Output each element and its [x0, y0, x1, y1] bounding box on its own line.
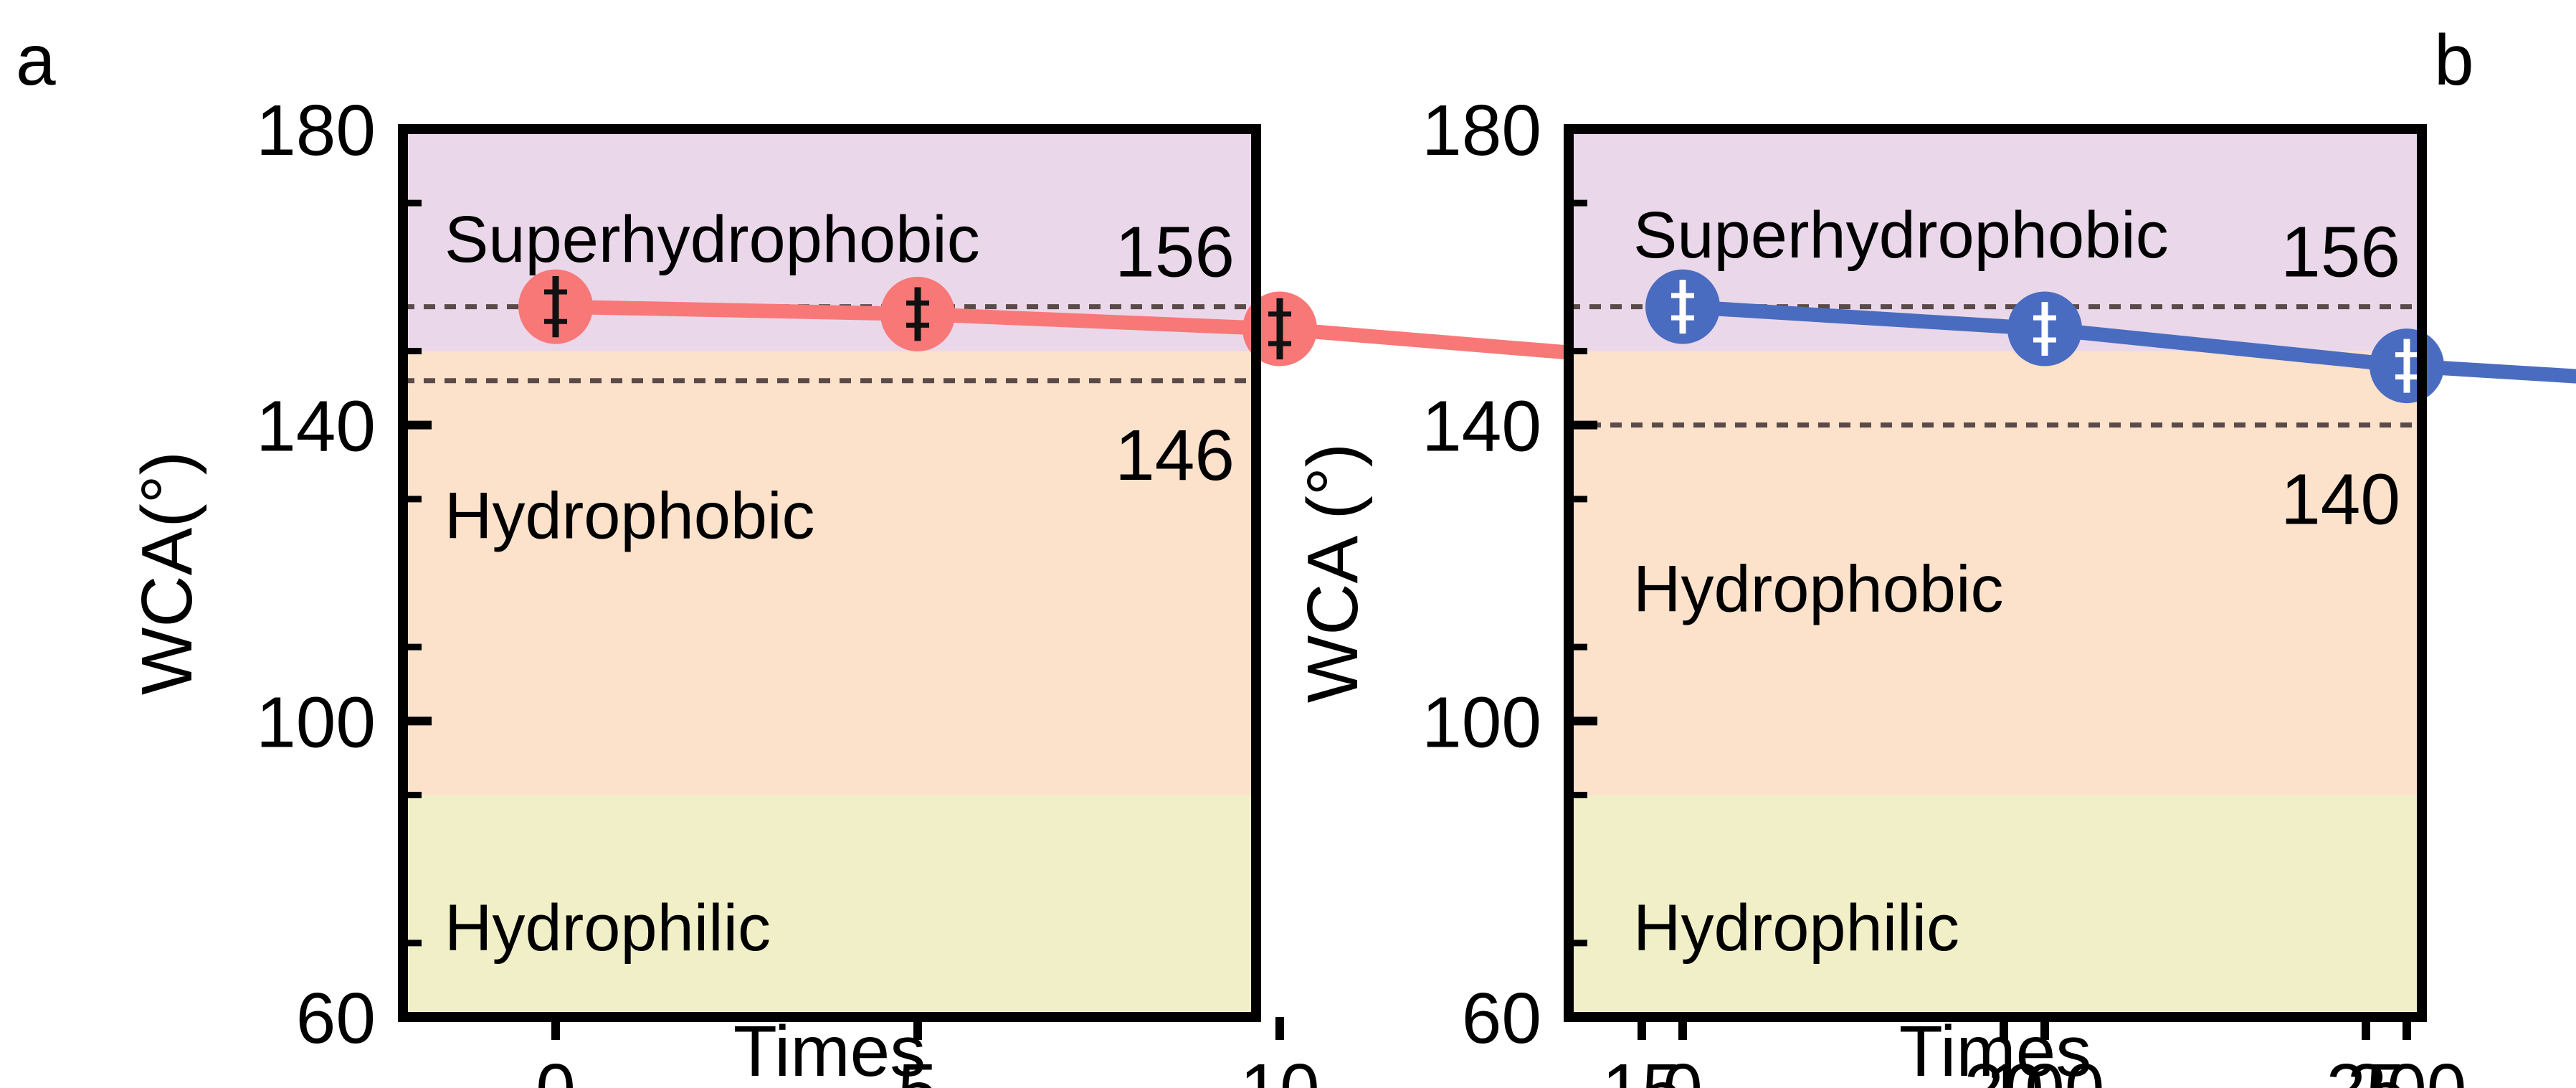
data-point [518, 269, 593, 344]
reference-label-lower: 140 [2281, 460, 2400, 540]
panel-label: a [16, 20, 56, 100]
plot-frame [1564, 124, 2427, 1022]
region-label-superhydrophobic: Superhydrophobic [1633, 199, 2169, 272]
reference-label-upper: 156 [1115, 212, 1235, 293]
region-band [1569, 795, 2422, 1017]
data-point [880, 276, 955, 351]
y-axis-label: WCA(°) [127, 451, 207, 695]
y-tick-label: 180 [1422, 90, 1541, 171]
data-point [2370, 328, 2444, 404]
region-label-hydrophobic: Hydrophobic [445, 480, 815, 553]
x-tick-label: 10 [1240, 1049, 1319, 1088]
x-tick-label: 20 [1964, 1049, 2043, 1088]
x-tick-label: 15 [1602, 1049, 1681, 1088]
data-point [2007, 291, 2082, 366]
panel-label: b [2434, 20, 2474, 100]
y-tick-label: 140 [1422, 387, 1541, 467]
region-bands [403, 129, 1256, 1017]
region-label-hydrophilic: Hydrophilic [1633, 891, 1959, 965]
region-band [403, 795, 1256, 1017]
x-tick-label: 0 [536, 1049, 576, 1088]
region-label-hydrophilic: Hydrophilic [445, 891, 771, 965]
region-label-superhydrophobic: Superhydrophobic [445, 203, 980, 276]
x-axis-label: Times [1899, 1011, 2092, 1088]
y-tick-label: 60 [296, 978, 376, 1059]
reference-label-upper: 156 [2281, 212, 2400, 293]
y-tick-label: 100 [1422, 682, 1541, 762]
x-axis-label: Times [733, 1011, 926, 1088]
y-axis-ticks: 60 100 140 180 [256, 90, 432, 1059]
y-tick-label: 60 [1462, 978, 1541, 1059]
x-axis-ticks: 0 5 10 15 20 25 [536, 1017, 2406, 1088]
y-tick-label: 140 [256, 387, 376, 467]
y-tick-label: 100 [256, 682, 376, 762]
x-tick-label: 200 [2347, 1049, 2467, 1088]
data-point [1645, 269, 1720, 344]
x-axis-ticks: 0100200300400500 [1663, 1017, 2467, 1088]
x-tick-label: 100 [1985, 1049, 2105, 1088]
region-label-hydrophobic: Hydrophobic [1633, 553, 2004, 626]
x-tick-label: 5 [898, 1049, 938, 1088]
series-line [1682, 299, 2576, 384]
panel-a: a 60 100 140 180 0 5 10 15 20 25 Superhydrophobi… [16, 20, 2406, 1088]
region-band [403, 351, 1256, 795]
reference-lines [1569, 304, 2422, 428]
plot-frame [398, 124, 1261, 1022]
x-tick-label: 0 [1663, 1049, 1703, 1088]
y-axis-label: WCA (°) [1293, 443, 1373, 703]
y-axis-ticks: 60 100 140 180 [1422, 90, 1597, 1059]
x-tick-label: 25 [2326, 1049, 2405, 1088]
reference-label-lower: 146 [1115, 415, 1235, 496]
y-tick-label: 180 [256, 90, 376, 171]
